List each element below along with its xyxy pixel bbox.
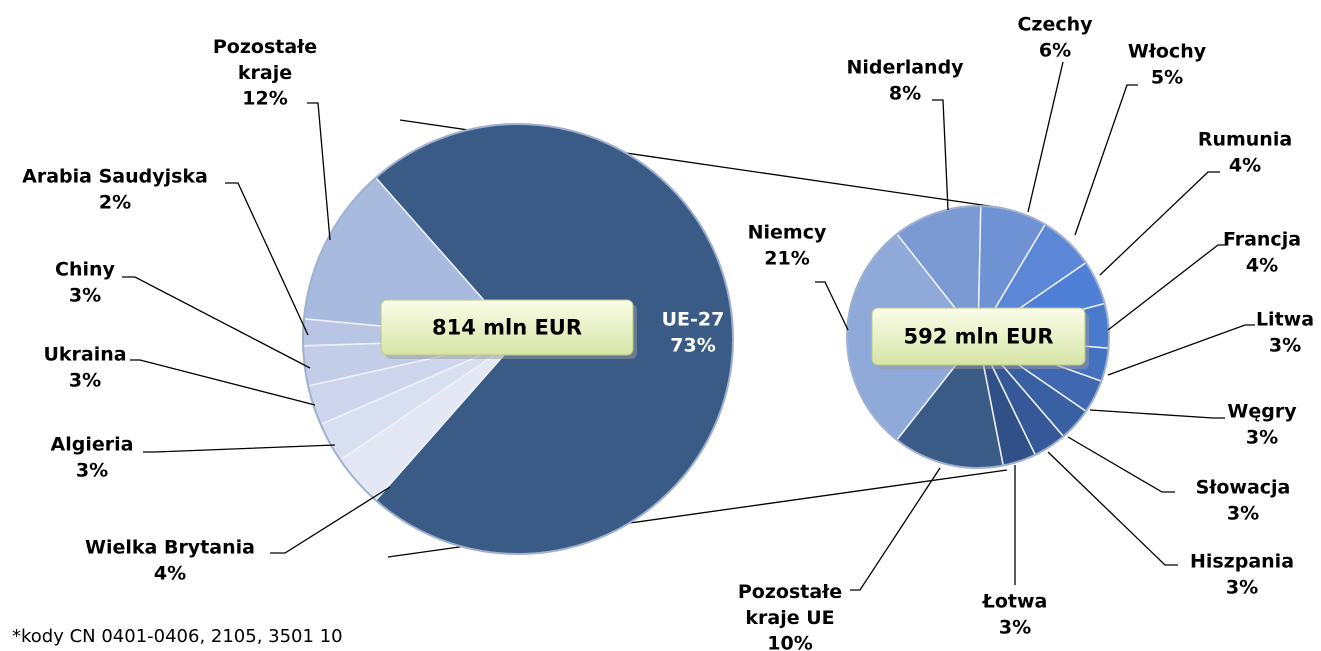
slice-label: Włochy [1128, 41, 1207, 63]
leader-line [1089, 409, 1225, 419]
slice-label: Chiny [55, 259, 116, 281]
slice-label: UE-27 [662, 309, 725, 331]
slice-label: Pozostałe kraje UE [738, 581, 842, 629]
slice-label: Czechy [1017, 14, 1093, 36]
label-line: Pozostałe [213, 36, 317, 58]
slice-label: Arabia Saudyjska [22, 166, 208, 188]
leader-line [130, 359, 316, 406]
leader-line [1099, 171, 1220, 276]
leader-line [932, 99, 949, 211]
slice-value: 3% [1226, 577, 1258, 599]
slice-label: Algieria [51, 434, 134, 456]
slice-value: 73% [670, 335, 715, 357]
slice-value: 4% [1246, 255, 1278, 277]
slice-value: 3% [76, 460, 108, 482]
slice-value: 10% [767, 633, 812, 651]
center-box [380, 299, 634, 356]
slice-label: Niemcy [748, 222, 827, 244]
slice-label: Francja [1223, 229, 1301, 251]
leader-line [1107, 324, 1255, 376]
pie-rim [302, 123, 734, 555]
leader-line [1074, 84, 1138, 236]
leader-line [815, 281, 849, 331]
slice-value: 3% [1269, 335, 1301, 357]
slice-value: 3% [999, 617, 1031, 639]
leader-line [270, 486, 391, 554]
slice-label: Rumunia [1198, 129, 1292, 151]
leader-line [850, 467, 941, 591]
slice-value: 4% [1229, 155, 1261, 177]
slice-label: Ukraina [43, 344, 126, 366]
center-label: 592 mln EUR [903, 325, 1053, 349]
label-line: kraje UE [745, 607, 834, 629]
slice-label: Węgry [1227, 401, 1297, 423]
leader-line [225, 182, 309, 336]
slice-value: 3% [69, 370, 101, 392]
slice-label: Niderlandy [846, 57, 964, 79]
slice-label: Pozostałe kraje [213, 36, 317, 84]
label-line: kraje [238, 62, 292, 84]
label-line: Pozostałe [738, 581, 842, 603]
slice-value: 5% [1151, 67, 1183, 89]
leader-line [1067, 436, 1175, 493]
slice-label: Łotwa [982, 591, 1048, 613]
footnote: *kody CN 0401-0406, 2105, 3501 10 [12, 626, 343, 647]
center-label: 814 mln EUR [432, 316, 582, 340]
slice-value: 21% [764, 248, 809, 270]
leader-line [1107, 244, 1228, 331]
slice-value: 3% [1227, 503, 1259, 525]
leader-line [1027, 61, 1064, 213]
slice-label: Litwa [1256, 309, 1314, 331]
slice-value: 3% [69, 285, 101, 307]
center-box [871, 307, 1086, 366]
slice-value: 2% [99, 192, 131, 214]
slice-value: 4% [154, 563, 186, 585]
slice-value: 6% [1039, 40, 1071, 62]
slice-label: Słowacja [1196, 477, 1291, 499]
slice-label: Wielka Brytania [85, 537, 255, 559]
leader-line [307, 102, 331, 241]
slice-value: 8% [889, 83, 921, 105]
pie-rim [846, 205, 1110, 469]
slice-value: 12% [242, 88, 287, 110]
leader-line [143, 444, 336, 453]
leader-line [1047, 451, 1178, 566]
slice-label: Hiszpania [1190, 551, 1294, 573]
slice-value: 3% [1246, 427, 1278, 449]
leader-line [122, 276, 311, 369]
